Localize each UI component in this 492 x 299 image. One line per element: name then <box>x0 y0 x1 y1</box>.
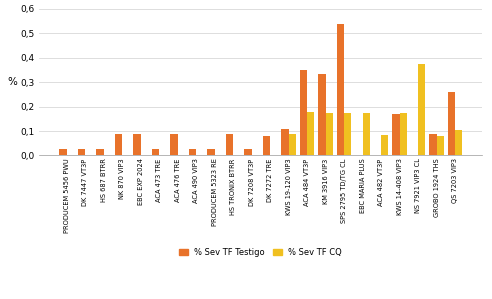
Bar <box>455 130 462 155</box>
Bar <box>96 150 103 155</box>
Bar <box>344 113 351 155</box>
Bar <box>208 150 215 155</box>
Bar <box>60 150 66 155</box>
Bar <box>363 113 369 155</box>
Bar <box>189 150 196 155</box>
Bar <box>281 129 288 155</box>
Bar <box>400 113 406 155</box>
Bar <box>152 150 159 155</box>
Bar <box>115 134 122 155</box>
Bar <box>436 136 443 155</box>
Bar <box>226 134 233 155</box>
Bar <box>307 112 314 155</box>
Bar <box>78 150 85 155</box>
Bar <box>318 74 326 155</box>
Bar <box>288 134 296 155</box>
Bar <box>300 70 307 155</box>
Bar <box>393 114 400 155</box>
Bar <box>337 24 344 155</box>
Bar <box>171 134 178 155</box>
Legend: % Sev TF Testigo, % Sev TF CQ: % Sev TF Testigo, % Sev TF CQ <box>180 248 342 257</box>
Bar <box>245 150 251 155</box>
Bar <box>448 92 455 155</box>
Bar <box>418 64 425 155</box>
Bar <box>263 136 270 155</box>
Bar <box>381 135 388 155</box>
Bar <box>133 134 141 155</box>
Bar <box>430 134 436 155</box>
Y-axis label: %: % <box>7 77 17 87</box>
Bar <box>326 113 333 155</box>
